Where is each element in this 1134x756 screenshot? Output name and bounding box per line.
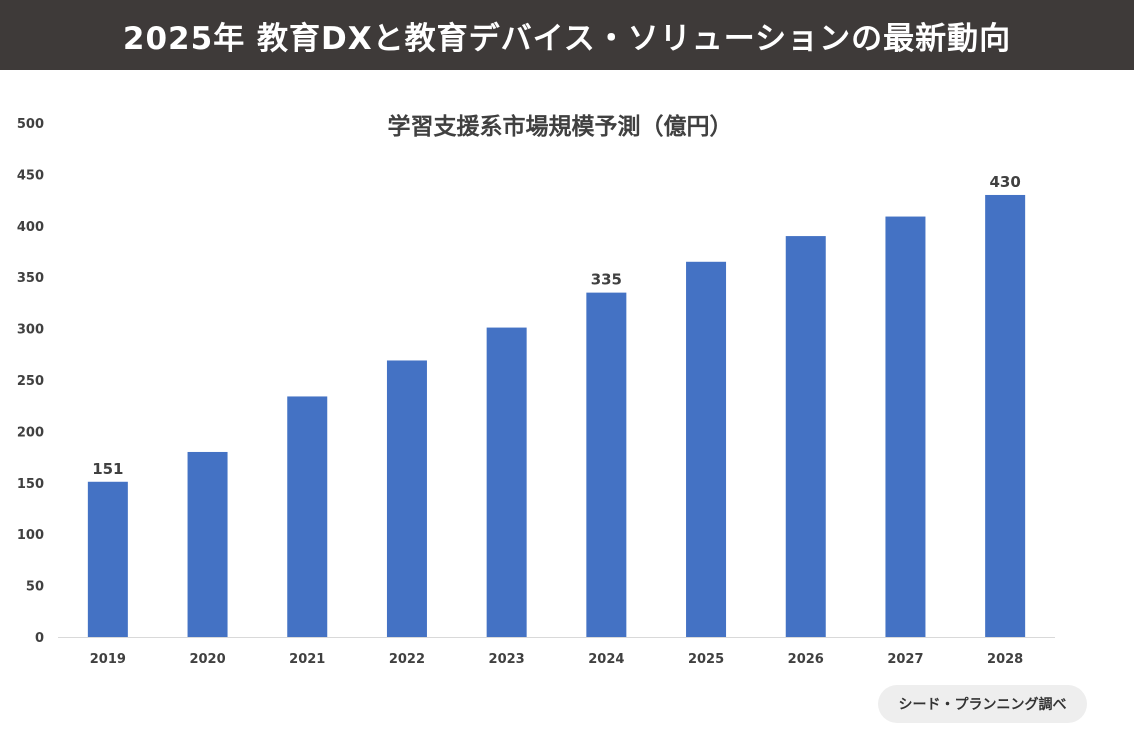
bar [87,481,128,637]
y-tick-label: 150 [17,477,44,492]
data-label: 430 [989,173,1020,191]
bar [985,194,1026,637]
y-tick-label: 0 [35,631,44,646]
chart-title: 学習支援系市場規模予測（億円） [388,113,733,140]
x-axis-ticks: 2019 2020 2021 2022 2023 2024 2025 2026 2027 2028 [90,652,1023,667]
x-tick-label: 2027 [887,652,923,667]
y-tick-label: 250 [17,374,44,389]
bar [486,327,527,637]
x-tick-label: 2020 [189,652,225,667]
y-axis-ticks: 0 50 100 150 200 250 300 350 400 450 500 [17,117,44,646]
bar [885,216,926,637]
data-label: 335 [591,271,622,289]
y-tick-label: 300 [17,323,44,338]
bar [785,236,826,637]
x-tick-label: 2028 [987,652,1023,667]
x-tick-label: 2019 [90,652,126,667]
data-label: 151 [92,460,123,478]
x-tick-label: 2026 [788,652,824,667]
bar [187,451,228,637]
bar [686,261,727,637]
bar [287,396,328,637]
y-tick-label: 100 [17,528,44,543]
bars [87,194,1026,637]
y-tick-label: 400 [17,220,44,235]
bar [386,360,427,637]
page-title: 2025年 教育DXと教育デバイス・ソリューションの最新動向 [122,20,1012,57]
x-tick-label: 2022 [389,652,425,667]
x-tick-label: 2021 [289,652,325,667]
y-tick-label: 50 [26,580,44,595]
source-note: シード・プランニング調べ [878,685,1087,723]
x-tick-label: 2024 [588,652,624,667]
y-tick-label: 200 [17,425,44,440]
data-labels: 151 335 430 [92,173,1021,478]
chart-area: 学習支援系市場規模予測（億円） 0 50 100 150 200 250 300 350 400… [0,70,1134,680]
x-tick-label: 2025 [688,652,724,667]
x-tick-label: 2023 [489,652,525,667]
y-tick-label: 500 [17,117,44,132]
header-bar: 2025年 教育DXと教育デバイス・ソリューションの最新動向 [0,0,1134,70]
bar [586,292,627,637]
y-tick-label: 350 [17,271,44,286]
y-tick-label: 450 [17,168,44,183]
bar-chart: 学習支援系市場規模予測（億円） 0 50 100 150 200 250 300 350 400… [17,113,1055,667]
